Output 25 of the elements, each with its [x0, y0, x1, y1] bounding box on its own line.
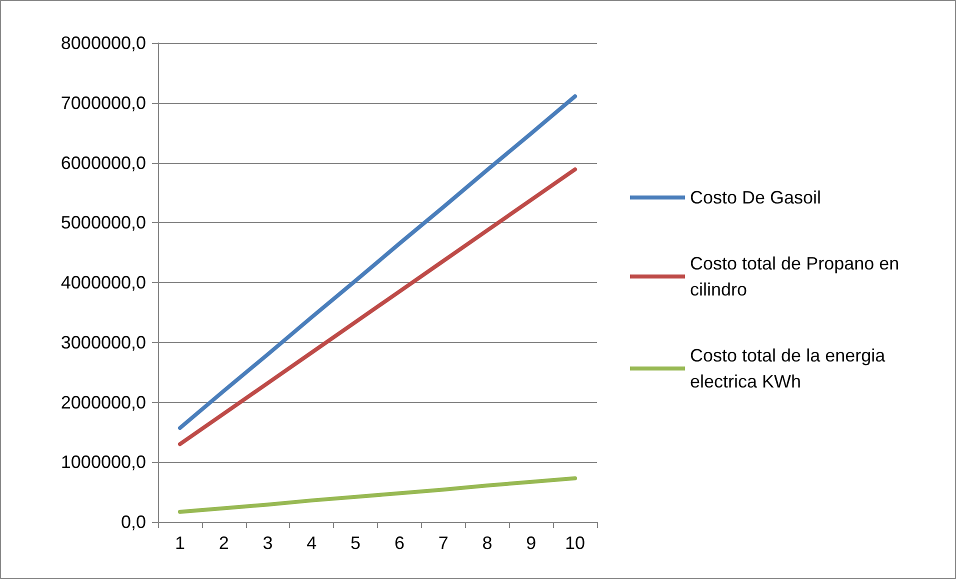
y-tick-label: 0,0 — [120, 512, 146, 532]
x-tick-label: 9 — [526, 533, 536, 553]
x-tick-label: 6 — [394, 533, 404, 553]
x-tick-label: 5 — [350, 533, 361, 553]
line-series — [178, 167, 578, 446]
x-tick-label: 3 — [262, 533, 273, 553]
y-tick-label: 4000000,0 — [60, 272, 146, 292]
y-tick-label: 3000000,0 — [60, 332, 146, 352]
legend-label: Costo total de la energia electrica KWh — [690, 346, 890, 392]
y-tick-label: 1000000,0 — [60, 452, 146, 472]
line-series — [178, 94, 578, 430]
line-series — [178, 476, 578, 514]
y-tick-label: 8000000,0 — [60, 33, 146, 53]
y-tick-label: 5000000,0 — [60, 212, 146, 233]
y-tick-label: 7000000,0 — [60, 92, 146, 113]
x-tick-label: 7 — [438, 533, 448, 553]
y-tick-label: 2000000,0 — [60, 392, 146, 412]
x-tick-label: 1 — [174, 533, 185, 553]
legend-label: Costo total de Propano en cilindro — [690, 254, 904, 300]
legend-label: Costo De Gasoil — [690, 188, 822, 208]
x-tick-label: 8 — [482, 533, 492, 553]
x-tick-label: 10 — [565, 533, 586, 553]
y-tick-label: 6000000,0 — [60, 152, 146, 173]
x-tick-label: 2 — [218, 533, 229, 553]
x-tick-label: 4 — [306, 533, 317, 553]
